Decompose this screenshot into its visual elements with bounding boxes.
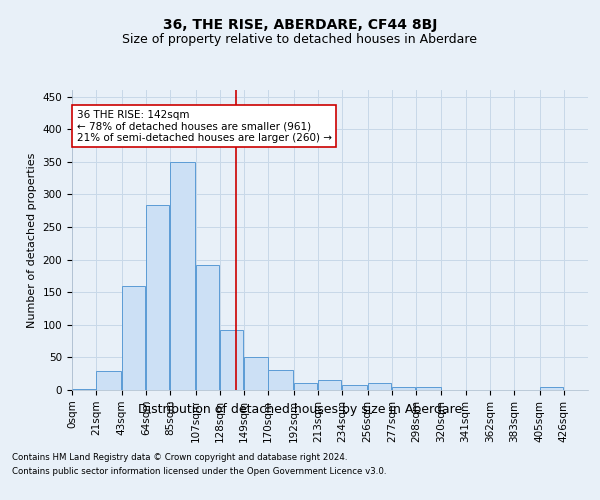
Bar [122,286,145,390]
Bar [72,388,95,390]
Text: Distribution of detached houses by size in Aberdare: Distribution of detached houses by size … [138,402,462,415]
Bar [96,371,121,390]
Bar [539,386,563,390]
Y-axis label: Number of detached properties: Number of detached properties [27,152,37,328]
Text: Contains public sector information licensed under the Open Government Licence v3: Contains public sector information licen… [12,467,386,476]
Text: 36 THE RISE: 142sqm
← 78% of detached houses are smaller (961)
21% of semi-detac: 36 THE RISE: 142sqm ← 78% of detached ho… [77,110,332,143]
Bar [244,358,268,390]
Text: Contains HM Land Registry data © Crown copyright and database right 2024.: Contains HM Land Registry data © Crown c… [12,454,347,462]
Bar [220,330,243,390]
Bar [170,162,195,390]
Text: 36, THE RISE, ABERDARE, CF44 8BJ: 36, THE RISE, ABERDARE, CF44 8BJ [163,18,437,32]
Bar [268,370,293,390]
Bar [368,384,391,390]
Text: Size of property relative to detached houses in Aberdare: Size of property relative to detached ho… [122,32,478,46]
Bar [146,206,169,390]
Bar [318,380,341,390]
Bar [392,388,415,390]
Bar [416,386,440,390]
Bar [342,385,367,390]
Bar [196,265,219,390]
Bar [293,383,317,390]
